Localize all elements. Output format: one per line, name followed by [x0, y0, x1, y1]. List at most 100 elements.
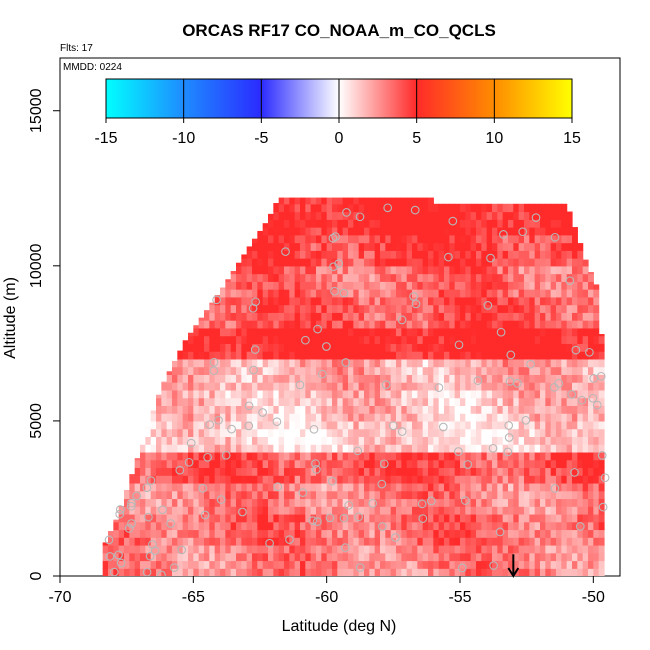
heatmap-cell — [438, 451, 445, 461]
heatmap-cell — [278, 343, 285, 352]
heatmap-cell — [252, 451, 258, 461]
heatmap-cell — [225, 529, 232, 538]
heatmap-cell — [577, 506, 584, 515]
heatmap-cell — [358, 234, 365, 244]
sample-point — [598, 502, 608, 512]
heatmap-cell — [513, 312, 520, 321]
heatmap-cell — [348, 227, 354, 236]
heatmap-cell — [369, 389, 376, 399]
heatmap-cell — [252, 312, 258, 321]
heatmap-cell — [550, 273, 557, 282]
heatmap-cell — [566, 234, 573, 244]
heatmap-cell — [262, 413, 269, 422]
heatmap-cell — [476, 351, 482, 360]
heatmap-cell — [508, 513, 514, 523]
heatmap-cell — [481, 258, 488, 267]
heatmap-cell — [182, 428, 189, 438]
heatmap-cell — [374, 273, 381, 282]
heatmap-cell — [134, 458, 141, 461]
heatmap-cell — [321, 197, 328, 205]
heatmap-cell — [102, 560, 109, 569]
heatmap-cell — [230, 444, 237, 453]
heatmap-cell — [406, 250, 413, 259]
heatmap-cell — [449, 498, 456, 507]
heatmap-cell — [534, 521, 541, 531]
heatmap-cell — [460, 250, 466, 259]
heatmap-cell — [262, 389, 269, 399]
heatmap-cell — [582, 544, 589, 554]
heatmap-cell — [156, 537, 162, 546]
heatmap-cell — [556, 490, 562, 500]
heatmap-cell — [588, 389, 594, 399]
heatmap-cell — [337, 552, 344, 562]
heatmap-cell — [140, 544, 146, 554]
sample-point — [285, 535, 294, 544]
heatmap-cell — [593, 560, 600, 569]
heatmap-cell — [508, 529, 514, 538]
heatmap-cell — [385, 265, 392, 275]
heatmap-cell — [236, 451, 242, 461]
heatmap-cell — [230, 552, 237, 562]
sample-point — [496, 327, 506, 337]
heatmap-cell — [284, 242, 290, 251]
heatmap-cell — [545, 320, 552, 329]
sample-point — [383, 203, 393, 213]
heatmap-cell — [321, 482, 328, 492]
heatmap-cell — [561, 451, 568, 461]
heatmap-cell — [198, 506, 205, 515]
heatmap-cell — [572, 343, 578, 352]
colorbar-tick-label: 10 — [485, 130, 503, 147]
heatmap-cell — [209, 302, 216, 306]
heatmap-cell — [182, 451, 189, 461]
heatmap-cell — [316, 273, 322, 282]
heatmap-cell — [321, 335, 328, 344]
heatmap-cell — [540, 490, 546, 500]
heatmap-cell — [566, 537, 573, 546]
heatmap-cell — [556, 366, 562, 375]
heatmap-cell — [401, 451, 408, 461]
heatmap-cell — [433, 389, 440, 399]
heatmap-cell — [262, 482, 269, 492]
heatmap-cell — [193, 351, 200, 360]
sample-point — [244, 401, 254, 411]
heatmap-cell — [161, 513, 168, 523]
heatmap-cell — [209, 506, 216, 515]
heatmap-cell — [262, 250, 269, 259]
heatmap-cell — [316, 227, 322, 236]
heatmap-cell — [438, 506, 445, 515]
heatmap-cell — [364, 405, 370, 414]
heatmap-cell — [588, 537, 594, 546]
heatmap-cell — [161, 436, 168, 445]
heatmap-cell — [561, 289, 568, 298]
heatmap-cell — [508, 560, 514, 569]
heatmap-cell — [534, 312, 541, 321]
heatmap-cell — [177, 397, 184, 406]
heatmap-cell — [422, 304, 429, 313]
heatmap-cell — [438, 250, 445, 259]
heatmap-cell — [188, 521, 194, 531]
heatmap-cell — [582, 320, 589, 329]
heatmap-cell — [268, 529, 274, 538]
heatmap-cell — [262, 459, 269, 469]
heatmap-cell — [422, 451, 429, 461]
sample-point — [483, 301, 493, 310]
heatmap-cell — [444, 211, 450, 220]
heatmap-cell — [513, 219, 520, 228]
heatmap-cell — [545, 560, 552, 569]
heatmap-cell — [390, 304, 397, 313]
heatmap-cell — [497, 544, 504, 554]
heatmap-cell — [246, 475, 253, 484]
heatmap-cell — [556, 498, 562, 507]
heatmap-cell — [449, 351, 456, 360]
heatmap-cell — [268, 444, 274, 453]
sample-point — [378, 522, 387, 531]
heatmap-cell — [529, 335, 536, 344]
sample-point — [377, 479, 387, 489]
heatmap-cell — [465, 451, 472, 461]
heatmap-cell — [214, 351, 221, 360]
heatmap-cell — [497, 320, 504, 329]
heatmap-cell — [310, 444, 317, 453]
heatmap-cell — [214, 444, 221, 453]
heatmap-cell — [524, 490, 530, 500]
heatmap-cell — [460, 327, 466, 337]
